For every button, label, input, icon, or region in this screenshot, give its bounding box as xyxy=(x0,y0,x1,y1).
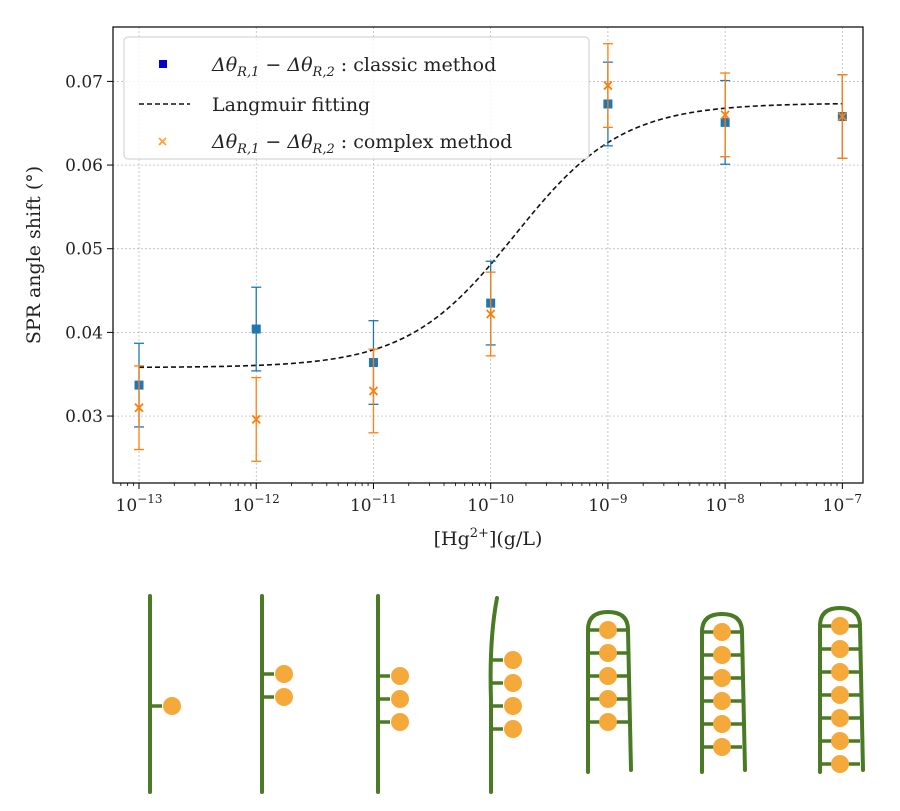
x-tick-label: 10−7 xyxy=(823,492,862,516)
spr-chart: 10−13 10−12 10−11 10−10 10−9 10−8 10−7 0.030.0… xyxy=(23,26,864,550)
y-axis-ticks: 0.03 0.04 0.05 0.06 0.07 xyxy=(65,72,113,427)
y-tick-label: 0.03 xyxy=(65,407,103,427)
complex-point-stroke xyxy=(720,110,730,120)
complex-point-group xyxy=(837,74,848,160)
x-axis-label: [Hg2+](g/L) xyxy=(434,526,543,550)
mercury-ion xyxy=(163,697,181,715)
complex-point xyxy=(720,110,730,120)
stage-4 xyxy=(488,596,522,794)
legend-classic-label: ΔθR,1 − ΔθR,2 : classic method xyxy=(211,54,496,80)
stage-2 xyxy=(260,594,293,794)
stage-7 xyxy=(818,606,865,774)
mercury-ion xyxy=(831,617,849,635)
x-tick-label: 10−8 xyxy=(705,492,744,516)
x-tick-label: 10−12 xyxy=(233,492,280,516)
mercury-ion xyxy=(391,690,409,708)
complex-point-stroke xyxy=(368,386,379,396)
legend: ΔθR,1 − ΔθR,2 : classic method Langmuir … xyxy=(123,36,590,160)
mercury-ion xyxy=(713,715,731,733)
classic-point-group xyxy=(251,286,262,372)
mercury-ion xyxy=(275,688,293,706)
complex-point xyxy=(134,403,144,413)
complex-point-stroke xyxy=(603,80,613,91)
complex-point-stroke xyxy=(486,309,496,319)
mercury-ion xyxy=(713,692,731,710)
complex-point xyxy=(603,80,613,91)
mercury-ion xyxy=(713,623,731,641)
mercury-ion xyxy=(713,669,731,687)
x-tick-label: 10−13 xyxy=(116,492,163,516)
mercury-ion xyxy=(504,697,522,715)
mercury-ion xyxy=(831,732,849,750)
x-tick-label: 10−10 xyxy=(467,492,514,516)
y-tick-label: 0.04 xyxy=(65,323,103,343)
classic-point xyxy=(251,324,261,334)
mercury-ion xyxy=(504,674,522,692)
mercury-ion xyxy=(713,646,731,664)
stage-1 xyxy=(148,594,181,794)
mercury-ion xyxy=(391,713,409,731)
y-tick-label: 0.05 xyxy=(65,240,103,260)
legend-complex-label: ΔθR,1 − ΔθR,2 : complex method xyxy=(211,131,512,157)
legend-langmuir-label: Langmuir fitting xyxy=(212,94,370,116)
mercury-ion xyxy=(599,690,617,708)
folded-strand xyxy=(700,612,747,774)
plot-frame xyxy=(112,26,864,484)
complex-point-group xyxy=(251,376,262,462)
mercury-ion xyxy=(831,640,849,658)
legend-classic-marker xyxy=(159,60,167,68)
complex-point xyxy=(486,309,496,319)
complex-point xyxy=(251,414,261,425)
stage-6 xyxy=(700,612,747,774)
complex-point-group xyxy=(485,271,496,357)
mercury-ion xyxy=(831,709,849,727)
mercury-ion xyxy=(831,686,849,704)
y-tick-label: 0.06 xyxy=(65,156,103,176)
complex-point-stroke xyxy=(251,414,261,425)
mercury-ion xyxy=(599,713,617,731)
mercury-ion xyxy=(275,665,293,683)
x-tick-label: 10−9 xyxy=(588,492,627,516)
complex-point-group xyxy=(602,43,613,129)
x-tick-label: 10−11 xyxy=(350,492,397,516)
complex-point-group xyxy=(134,365,145,451)
binding-diagram xyxy=(148,594,865,794)
complex-point-group xyxy=(368,348,379,434)
data-points-layer xyxy=(134,43,848,462)
mercury-ion xyxy=(713,738,731,756)
dna-strand xyxy=(488,596,499,794)
complex-point xyxy=(837,111,847,122)
legend-complex-marker xyxy=(158,137,167,146)
x-axis-ticks: 10−13 10−12 10−11 10−10 10−9 10−8 10−7 xyxy=(116,483,862,516)
mercury-ion xyxy=(831,755,849,773)
folded-strand xyxy=(818,606,865,774)
complex-point-stroke xyxy=(134,403,144,413)
stage-5 xyxy=(586,610,633,774)
legend-frame xyxy=(123,36,590,160)
mercury-ion xyxy=(599,667,617,685)
mercury-ion xyxy=(391,667,409,685)
mercury-ion xyxy=(831,663,849,681)
complex-point-stroke xyxy=(837,111,847,122)
mercury-ion xyxy=(504,720,522,738)
mercury-ion xyxy=(599,621,617,639)
complex-point-group xyxy=(720,72,731,158)
complex-point xyxy=(368,386,379,396)
mercury-ion xyxy=(504,651,522,669)
y-tick-label: 0.07 xyxy=(65,72,103,92)
y-axis-label: SPR angle shift (°) xyxy=(23,166,45,344)
mercury-ion xyxy=(599,644,617,662)
folded-strand xyxy=(586,610,633,774)
stage-3 xyxy=(376,594,409,794)
